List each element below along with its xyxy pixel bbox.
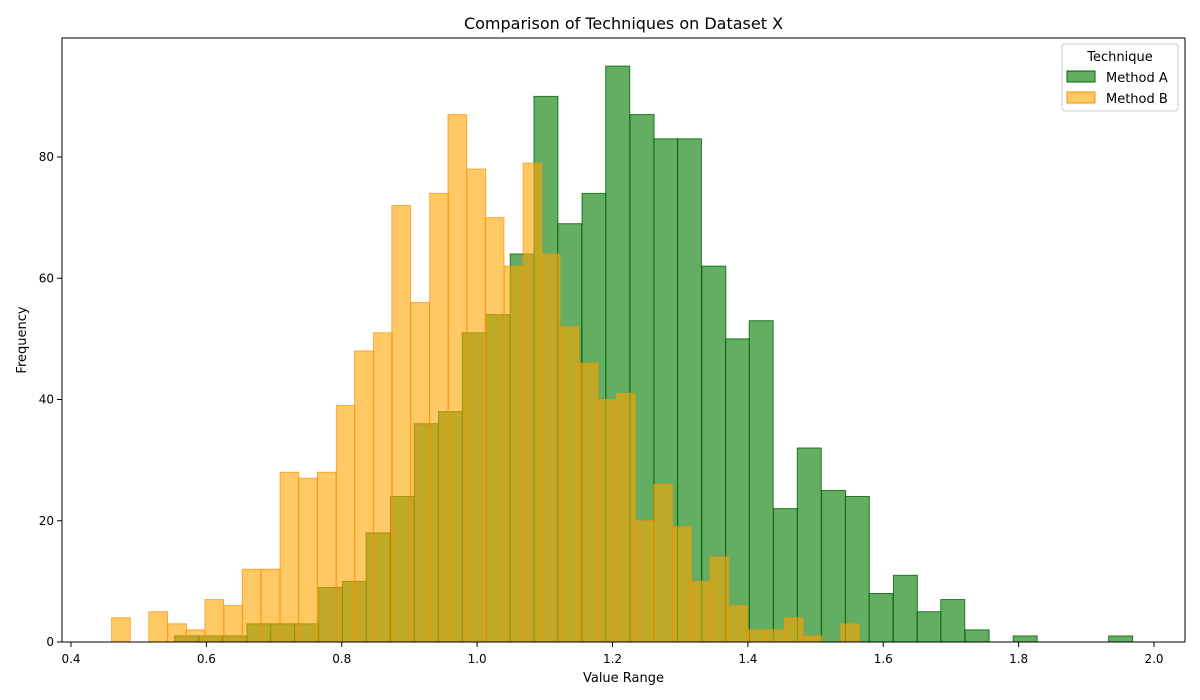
bar-method-a-29	[868, 593, 894, 643]
y-axis-label: Frequency	[15, 306, 30, 373]
x-axis: 0.4 0.6 0.8 1.0 1.2 1.4 1.6 1.8 2.0	[61, 642, 1164, 666]
bar-method-a-27	[821, 489, 847, 643]
bar-method-a-24	[748, 320, 774, 643]
bar-method-b-3	[167, 623, 187, 643]
bar-method-b-8	[260, 568, 281, 643]
y-tick-label: 80	[39, 150, 54, 164]
y-tick-label: 0	[46, 635, 54, 649]
bar-method-b-11	[316, 471, 337, 643]
x-tick-label: 1.4	[738, 652, 757, 666]
plot-area	[111, 65, 1134, 643]
bar-method-a-30	[892, 574, 918, 643]
bar-method-b-30	[672, 526, 692, 643]
bar-method-b-12	[335, 405, 356, 643]
bar-method-b-36	[783, 617, 804, 643]
bar-method-b-2	[148, 611, 169, 643]
y-tick-label: 60	[39, 271, 54, 285]
bar-method-b-22	[522, 162, 543, 643]
x-tick-label: 1.8	[1009, 652, 1028, 666]
bar-method-b-16	[410, 302, 430, 643]
bar-method-b-34	[746, 629, 767, 643]
bar-method-a-28	[844, 496, 870, 643]
bar-method-b-39	[840, 623, 860, 643]
bar-method-b-13	[354, 350, 374, 643]
x-tick-label: 0.4	[61, 652, 80, 666]
bar-method-b-20	[484, 217, 505, 643]
bar-method-b-25	[578, 362, 599, 643]
x-tick-label: 2.0	[1144, 652, 1163, 666]
bar-method-b-7	[241, 568, 262, 643]
bar-method-b-27	[616, 392, 636, 643]
bar-method-b-33	[728, 605, 749, 643]
bar-method-b-35	[765, 629, 786, 643]
chart-title: Comparison of Techniques on Dataset X	[464, 14, 783, 33]
bar-method-b-17	[429, 192, 449, 643]
bar-method-b-37	[802, 635, 823, 643]
bar-method-b-5	[204, 599, 225, 643]
x-tick-label: 1.6	[874, 652, 893, 666]
bar-method-b-14	[373, 332, 393, 643]
bar-method-b-21	[503, 265, 524, 643]
y-tick-label: 20	[39, 514, 54, 528]
bar-method-b-32	[709, 556, 730, 643]
bar-method-a-26	[796, 447, 822, 643]
bar-method-b-29	[653, 483, 673, 643]
y-tick-label: 40	[39, 393, 54, 407]
bar-method-b-19	[466, 168, 487, 643]
plot-frame	[61, 37, 1186, 643]
bar-method-b-18	[447, 114, 468, 643]
bar-method-b-24	[559, 326, 580, 643]
x-tick-label: 0.6	[197, 652, 216, 666]
bar-method-b-15	[391, 205, 412, 643]
x-tick-label: 0.8	[332, 652, 351, 666]
bar-method-b-23	[540, 253, 561, 643]
bar-method-b-31	[690, 580, 711, 643]
bar-method-b-0	[111, 617, 131, 643]
bar-method-b-10	[297, 477, 318, 643]
y-axis: 0 20 40 60 80	[39, 150, 62, 649]
bar-method-b-9	[279, 471, 300, 643]
legend-label-method-b: Method B	[1106, 92, 1168, 107]
bar-method-a-39	[1108, 635, 1134, 643]
bar-method-a-31	[916, 611, 942, 643]
bar-method-a-32	[940, 599, 966, 643]
bar-method-a-35	[1012, 635, 1038, 643]
bar-method-b-28	[634, 520, 655, 643]
legend: Technique Method A Method B	[1061, 43, 1179, 112]
bar-method-b-26	[597, 399, 617, 643]
legend-title: Technique	[1086, 50, 1152, 65]
x-tick-label: 1.0	[468, 652, 487, 666]
legend-label-method-a: Method A	[1106, 71, 1168, 86]
legend-swatch-method-a	[1066, 70, 1096, 83]
bar-method-a-33	[964, 629, 990, 643]
bar-method-b-4	[185, 629, 206, 643]
x-axis-label: Value Range	[583, 671, 664, 686]
legend-swatch-method-b	[1066, 91, 1096, 104]
x-tick-label: 1.2	[603, 652, 622, 666]
bar-method-b-6	[223, 605, 244, 643]
